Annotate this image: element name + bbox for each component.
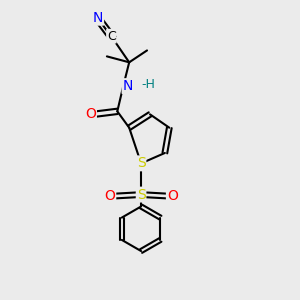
- Text: O: O: [104, 189, 115, 203]
- Text: S: S: [137, 188, 146, 202]
- Text: O: O: [85, 107, 96, 121]
- Text: O: O: [167, 189, 178, 203]
- Text: N: N: [122, 79, 133, 93]
- Text: C: C: [107, 30, 116, 43]
- Text: S: S: [137, 156, 146, 170]
- Text: -H: -H: [141, 78, 155, 91]
- Text: N: N: [93, 11, 103, 25]
